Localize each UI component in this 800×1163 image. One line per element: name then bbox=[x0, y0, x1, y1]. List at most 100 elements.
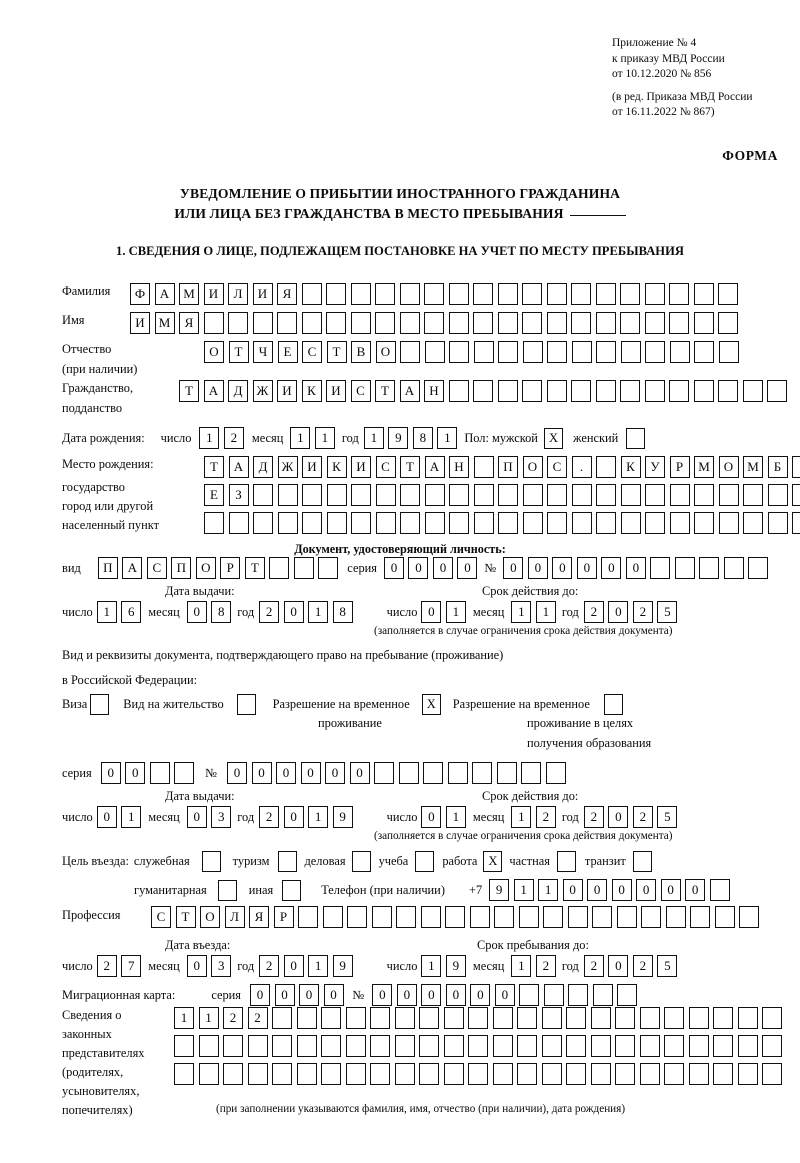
char-box[interactable] bbox=[203, 312, 224, 334]
char-box[interactable] bbox=[497, 312, 518, 334]
char-box[interactable] bbox=[645, 512, 665, 534]
char-box[interactable]: 1 bbox=[445, 806, 466, 828]
char-box[interactable] bbox=[492, 1007, 513, 1029]
char-box[interactable] bbox=[669, 484, 690, 506]
char-box[interactable] bbox=[321, 1007, 341, 1029]
char-box[interactable] bbox=[571, 312, 591, 334]
char-box[interactable]: 2 bbox=[583, 601, 604, 623]
char-box[interactable]: 1 bbox=[437, 427, 458, 449]
char-box[interactable] bbox=[473, 456, 494, 478]
char-box[interactable] bbox=[546, 283, 567, 305]
purpose-option-1-checkbox[interactable] bbox=[277, 851, 297, 872]
char-box[interactable]: А bbox=[399, 380, 420, 402]
char-box[interactable]: 0 bbox=[494, 984, 515, 1006]
permit-residence-checkbox[interactable] bbox=[236, 694, 256, 715]
char-box[interactable]: М bbox=[694, 456, 714, 478]
char-box[interactable]: Я bbox=[277, 283, 297, 305]
char-box[interactable]: 1 bbox=[290, 427, 311, 449]
char-box[interactable] bbox=[347, 906, 367, 928]
char-box[interactable]: 1 bbox=[308, 955, 329, 977]
char-box[interactable] bbox=[748, 557, 769, 579]
char-box[interactable] bbox=[350, 283, 371, 305]
char-box[interactable] bbox=[620, 380, 640, 402]
char-box[interactable] bbox=[644, 283, 665, 305]
birth-place-boxes-row-3[interactable] bbox=[204, 512, 800, 534]
char-box[interactable]: 0 bbox=[186, 955, 207, 977]
char-box[interactable] bbox=[272, 1007, 292, 1029]
char-box[interactable]: 0 bbox=[274, 984, 295, 1006]
char-box[interactable]: С bbox=[547, 456, 567, 478]
char-box[interactable]: 0 bbox=[283, 806, 304, 828]
representatives-boxes-row-2[interactable] bbox=[174, 1035, 782, 1057]
char-box[interactable] bbox=[296, 1035, 317, 1057]
char-box[interactable] bbox=[149, 762, 170, 784]
char-box[interactable] bbox=[198, 1035, 219, 1057]
purpose-option-5-checkbox[interactable] bbox=[556, 851, 576, 872]
char-box[interactable] bbox=[443, 1007, 464, 1029]
char-box[interactable]: У bbox=[645, 456, 665, 478]
char-box[interactable] bbox=[571, 341, 592, 363]
char-box[interactable]: 0 bbox=[457, 557, 478, 579]
char-box[interactable] bbox=[498, 341, 518, 363]
char-box[interactable] bbox=[541, 1035, 562, 1057]
char-box[interactable] bbox=[694, 341, 714, 363]
char-box[interactable] bbox=[468, 1063, 488, 1085]
char-box[interactable]: 0 bbox=[611, 879, 632, 901]
char-box[interactable]: Ф bbox=[130, 283, 150, 305]
char-box[interactable] bbox=[566, 1063, 586, 1085]
char-box[interactable] bbox=[419, 1063, 439, 1085]
char-box[interactable] bbox=[521, 762, 542, 784]
char-box[interactable]: И bbox=[302, 456, 322, 478]
char-box[interactable] bbox=[247, 1063, 268, 1085]
char-box[interactable] bbox=[645, 341, 665, 363]
char-box[interactable]: К bbox=[301, 380, 322, 402]
char-box[interactable] bbox=[398, 762, 419, 784]
char-box[interactable]: 0 bbox=[562, 879, 583, 901]
char-box[interactable] bbox=[615, 1063, 635, 1085]
purpose-option-3-checkbox[interactable] bbox=[415, 851, 435, 872]
char-box[interactable]: И bbox=[277, 380, 297, 402]
char-box[interactable]: И bbox=[203, 283, 224, 305]
char-box[interactable]: 0 bbox=[527, 557, 548, 579]
char-box[interactable] bbox=[639, 1007, 660, 1029]
char-box[interactable]: 0 bbox=[601, 557, 622, 579]
char-box[interactable] bbox=[615, 1007, 635, 1029]
char-box[interactable]: 1 bbox=[308, 806, 329, 828]
char-box[interactable] bbox=[394, 1063, 415, 1085]
char-box[interactable]: И bbox=[130, 312, 150, 334]
char-box[interactable] bbox=[443, 1035, 464, 1057]
char-box[interactable] bbox=[639, 1063, 660, 1085]
char-box[interactable] bbox=[592, 906, 612, 928]
char-box[interactable] bbox=[596, 512, 616, 534]
char-box[interactable] bbox=[351, 512, 371, 534]
char-box[interactable] bbox=[669, 380, 689, 402]
char-box[interactable] bbox=[498, 512, 518, 534]
char-box[interactable] bbox=[517, 1035, 537, 1057]
char-box[interactable]: Т bbox=[244, 557, 265, 579]
char-box[interactable] bbox=[522, 341, 543, 363]
char-box[interactable]: Т bbox=[400, 456, 420, 478]
char-box[interactable] bbox=[713, 1007, 733, 1029]
char-box[interactable]: 2 bbox=[259, 601, 280, 623]
char-box[interactable] bbox=[321, 1035, 341, 1057]
char-box[interactable]: 8 bbox=[332, 601, 353, 623]
char-box[interactable] bbox=[223, 1063, 243, 1085]
char-box[interactable] bbox=[269, 557, 290, 579]
char-box[interactable] bbox=[767, 512, 788, 534]
char-box[interactable] bbox=[718, 312, 738, 334]
char-box[interactable] bbox=[492, 1035, 513, 1057]
char-box[interactable] bbox=[718, 512, 739, 534]
sex-male-checkbox[interactable]: X bbox=[543, 427, 563, 449]
char-box[interactable] bbox=[321, 1063, 341, 1085]
char-box[interactable]: 0 bbox=[299, 984, 319, 1006]
char-box[interactable] bbox=[545, 762, 566, 784]
char-box[interactable] bbox=[517, 1007, 537, 1029]
char-box[interactable]: Р bbox=[669, 456, 690, 478]
char-box[interactable]: П bbox=[171, 557, 192, 579]
char-box[interactable] bbox=[669, 341, 690, 363]
char-box[interactable]: 0 bbox=[125, 762, 146, 784]
